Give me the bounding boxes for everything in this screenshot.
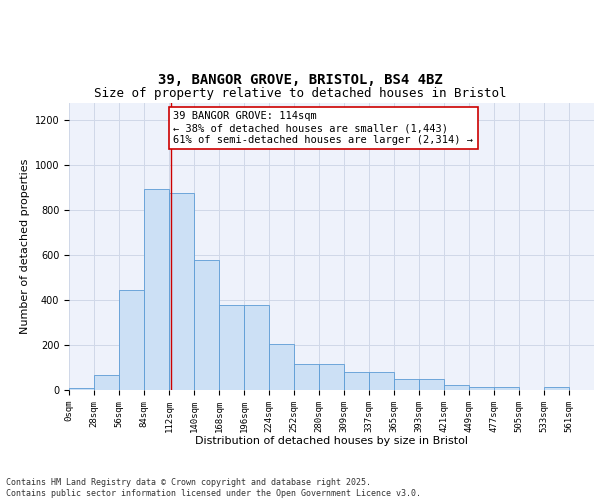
Text: Size of property relative to detached houses in Bristol: Size of property relative to detached ho… [94, 87, 506, 100]
X-axis label: Distribution of detached houses by size in Bristol: Distribution of detached houses by size … [195, 436, 468, 446]
Bar [244, 304, 269, 390]
Bar [144, 190, 169, 390]
Bar [544, 387, 569, 390]
Bar [419, 379, 444, 390]
Bar [319, 364, 344, 390]
Bar [94, 376, 119, 390]
Bar [269, 344, 294, 390]
Bar [444, 385, 469, 390]
Bar [219, 304, 244, 390]
Bar [169, 194, 194, 390]
Bar [394, 379, 419, 390]
Text: Contains HM Land Registry data © Crown copyright and database right 2025.
Contai: Contains HM Land Registry data © Crown c… [6, 478, 421, 498]
Bar [344, 372, 369, 390]
Bar [119, 290, 144, 390]
Bar [69, 388, 94, 390]
Bar [294, 364, 319, 390]
Text: 39 BANGOR GROVE: 114sqm
← 38% of detached houses are smaller (1,443)
61% of semi: 39 BANGOR GROVE: 114sqm ← 38% of detache… [173, 112, 473, 144]
Bar [469, 386, 494, 390]
Bar [369, 372, 394, 390]
Text: 39, BANGOR GROVE, BRISTOL, BS4 4BZ: 39, BANGOR GROVE, BRISTOL, BS4 4BZ [158, 74, 442, 88]
Bar [494, 387, 519, 390]
Bar [194, 260, 219, 390]
Y-axis label: Number of detached properties: Number of detached properties [20, 158, 31, 334]
